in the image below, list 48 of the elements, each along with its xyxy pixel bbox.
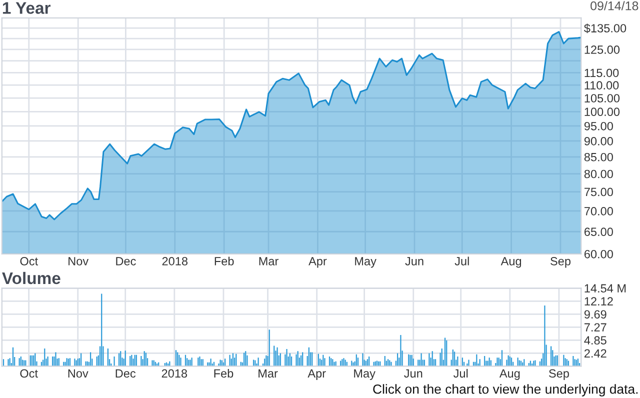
x-tick-label: Oct (20, 257, 38, 266)
x-tick-label: Nov (68, 257, 89, 266)
y-tick-label: 14.54 M (584, 284, 626, 293)
x-tick-label: May (354, 369, 376, 380)
x-tick-label: Jul (453, 368, 468, 378)
x-tick-label: Oct (20, 369, 38, 378)
y-tick-label: 125.00 (584, 46, 620, 54)
chart-title: Volume (2, 272, 60, 284)
x-tick-label: Mar (259, 257, 278, 266)
x-tick-label: May (355, 257, 376, 268)
y-tick-label: 60.00 (584, 250, 613, 258)
x-tick-label: Aug (499, 369, 520, 380)
y-tick-label: 115.00 (584, 68, 619, 78)
y-tick-label: 4.85 (584, 336, 606, 345)
text: 09/14/18 (590, 1, 638, 10)
x-tick-label: Jun (405, 257, 424, 266)
x-tick-label: Jul (454, 256, 469, 266)
y-tick-label: $135.00 (584, 24, 626, 34)
x-tick-label: Mar (258, 369, 278, 378)
x-tick-label: Feb (214, 368, 234, 378)
x-tick-label: Apr (308, 257, 327, 268)
x-tick-label: Dec (116, 257, 136, 266)
y-tick-label: 95.00 (584, 122, 613, 130)
y-tick-label: 80.00 (584, 170, 613, 178)
chart-title: 1 Year (2, 2, 50, 14)
x-tick-label: Sep (550, 257, 570, 268)
y-tick-label: 75.00 (584, 188, 613, 196)
x-tick-label: Nov (68, 369, 88, 378)
x-tick-label: Apr (308, 369, 326, 380)
x-tick-label: Aug (500, 257, 522, 268)
x-tick-label: 2018 (162, 369, 188, 378)
y-tick-label: 70.00 (584, 207, 613, 216)
y-tick-label: 110.00 (584, 81, 619, 90)
y-tick-label: 9.69 (584, 310, 606, 319)
y-tick-label: 65.00 (584, 228, 613, 236)
x-tick-label: 2018 (162, 257, 188, 266)
y-tick-label: 2.42 (584, 349, 606, 358)
text: Click on the chart to view the underlying data. (373, 384, 638, 396)
x-tick-label: Jun (404, 369, 422, 378)
x-tick-label: Feb (214, 256, 234, 266)
y-tick-label: 100.00 (584, 108, 620, 116)
x-tick-label: Sep (549, 369, 569, 380)
y-tick-label: 105.00 (584, 94, 620, 102)
y-tick-label: 90.00 (584, 137, 613, 146)
y-tick-label: 7.27 (584, 323, 606, 332)
y-tick-label: 85.00 (584, 152, 613, 162)
x-tick-label: Dec (116, 369, 136, 378)
y-tick-label: 12.12 (584, 297, 613, 306)
